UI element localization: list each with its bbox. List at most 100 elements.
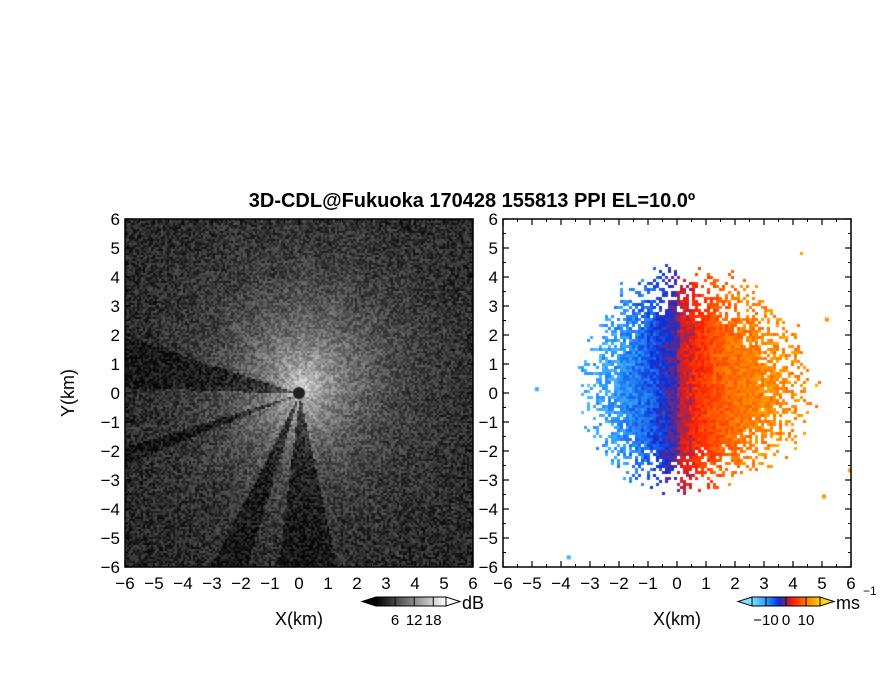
colorbar-segment [799,597,802,606]
colorbar-tick-label: 10 [798,612,815,629]
y-tick-label: −3 [101,471,120,490]
colorbar-segment [423,597,426,606]
colorbar-segment [400,597,403,606]
colorbar-segment [782,597,785,606]
colorbar-segment [770,597,773,606]
x-tick-label: 4 [788,574,797,593]
reflectivity-y-axis-label: Y(km) [58,369,78,417]
x-tick-label: −4 [173,574,192,593]
colorbar-segment [767,597,770,606]
velocity-field [503,219,851,567]
y-tick-label: 4 [111,268,120,287]
y-tick-label: −3 [479,471,498,490]
x-tick-label: −1 [638,574,657,593]
colorbar-segment [757,597,760,606]
colorbar-segment [409,597,412,606]
colorbar-segment [758,597,761,606]
reflectivity-field [125,219,473,567]
colorbar-segment [411,597,414,606]
colorbar-segment [763,597,767,606]
colorbar-segment [376,597,379,606]
colorbar-segment [808,597,811,606]
y-tick-label: 6 [111,210,120,229]
colorbar-segment [407,597,410,606]
y-tick-label: −5 [101,529,120,548]
colorbar-segment [797,597,801,606]
colorbar-segment [388,597,391,606]
colorbar-segment [421,597,424,606]
x-tick-label: −6 [115,574,134,593]
colorbar-tick-label: 18 [425,612,442,629]
colorbar-segment [779,597,782,606]
x-tick-label: 1 [323,574,332,593]
colorbar-segment [772,597,775,606]
colorbar-segment [765,597,768,606]
x-tick-label: 0 [294,574,303,593]
y-tick-label: −6 [101,558,120,577]
colorbar-segment [769,597,772,606]
colorbar-segment [398,597,401,606]
colorbar-segment [430,597,433,606]
colorbar-tick-label: −10 [753,612,778,629]
reflectivity-axes: −6 −5 −4 −3 −2 −1 0 1 2 3 4 5 6 6 5 4 3 2 1 0 −1 −2 −3 −4 −5 −6 [101,210,478,593]
colorbar-segment [381,597,384,606]
y-tick-label: −4 [479,500,498,519]
colorbar-segment [813,597,816,606]
colorbar-segment [796,597,799,606]
y-tick-label: 0 [489,384,498,403]
colorbar-low-arrow [736,596,753,607]
colorbar-segment [787,597,790,606]
x-tick-label: −6 [493,574,512,593]
colorbar-segment [786,597,789,606]
colorbar-segment [437,597,440,606]
x-tick-label: 5 [817,574,826,593]
colorbar-segment [791,597,794,606]
colorbar-segment [386,597,389,606]
colorbar-segment [760,597,763,606]
y-tick-label: 1 [489,355,498,374]
y-tick-label: 5 [111,239,120,258]
colorbar-frame [375,596,447,607]
colorbar-segment [775,597,778,606]
colorbar-segment [753,597,756,606]
colorbar-segment [414,597,417,606]
colorbar-segment [442,597,445,606]
colorbar-segment [404,597,407,606]
colorbar-segment [794,597,797,606]
colorbar-segment [440,597,443,606]
colorbar-segment [428,597,431,606]
x-tick-label: 2 [352,574,361,593]
colorbar-segment [752,597,755,606]
colorbar-segment [806,597,809,606]
velocity-image-holder [503,219,851,567]
x-tick-label: −3 [580,574,599,593]
velocity-axes: −6 −5 −4 −3 −2 −1 0 1 2 3 4 5 6 6 5 4 3 2 1 0 −1 −2 −3 −4 −5 −6 [479,210,856,593]
colorbar-segment [390,597,393,606]
reflectivity-colorbar: 6 12 18 dB [360,593,484,629]
colorbar-segment [774,597,777,606]
colorbar-segment [439,597,442,606]
colorbar-unit: ms [836,593,860,613]
colorbar-high-arrow [819,596,836,607]
colorbar-segment [405,597,408,606]
x-tick-label: 6 [468,574,477,593]
colorbar-segment [777,597,780,606]
y-tick-label: −6 [479,558,498,577]
y-tick-label: 4 [489,268,498,287]
colorbar-segment [383,597,386,606]
reflectivity-image-holder [125,219,473,567]
x-tick-label: 3 [381,574,390,593]
x-tick-label: 0 [672,574,681,593]
colorbar-segment [811,597,814,606]
velocity-colorbar: −10 0 10 ms−1 [736,584,877,629]
y-tick-label: −4 [101,500,120,519]
y-tick-label: −5 [479,529,498,548]
colorbar-segment [444,597,447,606]
y-tick-label: 3 [111,297,120,316]
y-tick-label: 1 [111,355,120,374]
colorbar-segment [809,597,812,606]
colorbar-segment [418,597,421,606]
colorbar-high-arrow [445,596,462,607]
figure-title: 3D-CDL@Fukuoka 170428 155813 PPI EL=10.0… [249,190,695,212]
